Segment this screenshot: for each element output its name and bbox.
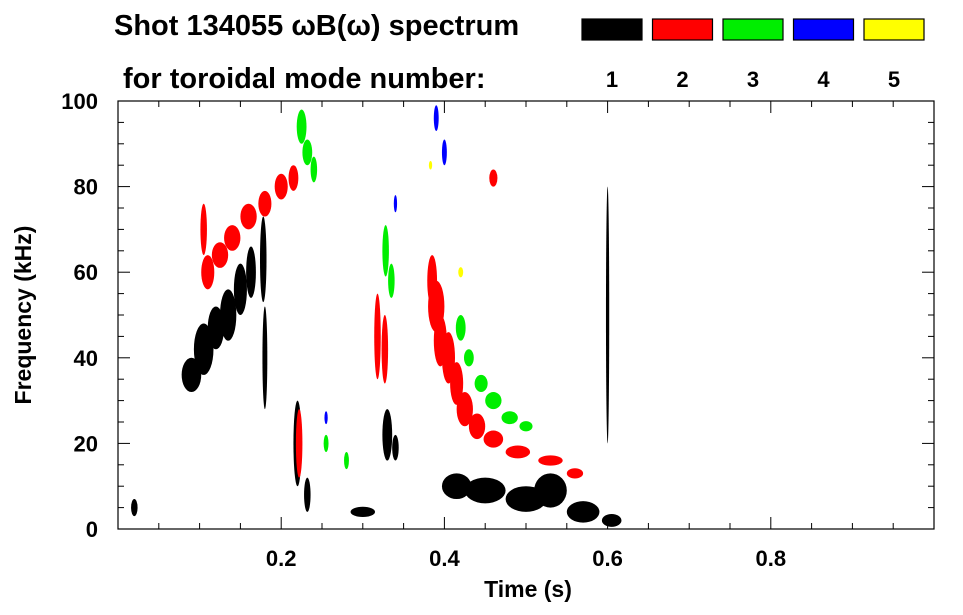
mode-4-point [324, 411, 328, 425]
mode-3-point [382, 225, 389, 277]
mode-2-point [538, 455, 563, 466]
y-axis-title: Frequency (kHz) [10, 226, 36, 405]
legend-label-mode-5: 5 [888, 67, 900, 92]
series-mode-2 [200, 165, 584, 479]
mode-2-point [288, 165, 299, 191]
x-tick-label: 0.4 [429, 546, 460, 571]
mode-1-point [605, 186, 610, 444]
y-tick-label: 0 [86, 517, 98, 542]
mode-3-point [388, 263, 395, 298]
mode-2-point [240, 203, 257, 230]
mode-3-point [310, 156, 318, 183]
mode-2-point [224, 225, 241, 251]
mode-3-point [463, 349, 474, 367]
mode-1-point [350, 506, 376, 518]
mode-1-point [262, 306, 268, 410]
plot-data [131, 105, 622, 527]
mode-1-point [233, 263, 247, 315]
mode-1-point [259, 216, 267, 303]
mode-4-point [393, 195, 398, 213]
mode-1-point [566, 501, 600, 523]
mode-3-point [474, 374, 488, 393]
mode-2-point [505, 445, 531, 459]
mode-2-point [450, 362, 464, 405]
legend-swatch-mode-1 [581, 18, 643, 41]
series-mode-5 [428, 160, 464, 278]
y-tick-label: 40 [74, 346, 98, 371]
mode-3-point [323, 434, 329, 452]
mode-2-point [374, 293, 381, 380]
mode-2-point [295, 409, 303, 478]
mode-1-point [246, 246, 256, 298]
legend-label-mode-2: 2 [676, 67, 688, 92]
mode-1-point [304, 477, 311, 512]
legend-swatch-mode-4 [792, 18, 855, 41]
mode-1-point [382, 409, 393, 461]
mode-1-point [601, 514, 622, 527]
legend-swatch-mode-5 [863, 18, 925, 41]
mode-2-point [274, 173, 288, 200]
chart-title-line2: for toroidal mode number: [123, 63, 486, 95]
mode-3-point [485, 392, 502, 410]
mode-2-point [468, 413, 486, 440]
chart-title-line1: Shot 134055 ωB(ω) spectrum [114, 10, 519, 42]
mode-2-point [211, 242, 229, 268]
mode-2-point [200, 203, 207, 256]
x-tick-label: 0.2 [266, 546, 297, 571]
mode-3-point [344, 451, 349, 470]
x-tick-label: 0.6 [592, 546, 623, 571]
mode-2-point [566, 468, 584, 479]
mode-2-point [201, 255, 215, 290]
legend-swatch-mode-3 [722, 18, 784, 41]
x-axis-title: Time (s) [484, 576, 572, 602]
mode-3-point [455, 315, 466, 341]
legend-label-mode-4: 4 [817, 67, 830, 92]
mode-5-point [458, 267, 464, 278]
series-mode-3 [296, 109, 533, 470]
x-tick-label: 0.8 [756, 546, 787, 571]
legend-label-mode-3: 3 [747, 67, 759, 92]
series-mode-4 [324, 105, 447, 425]
mode-2-point [258, 190, 272, 217]
mode-1-point [220, 289, 237, 341]
y-tick-label: 80 [74, 175, 98, 200]
mode-2-point [381, 315, 389, 384]
mode-1-point [207, 306, 225, 350]
mode-3-point [302, 139, 313, 166]
mode-3-point [296, 109, 307, 144]
mode-3-point [501, 411, 518, 425]
y-tick-label: 20 [74, 431, 98, 456]
legend-swatch-mode-2 [651, 18, 714, 41]
mode-4-point [441, 139, 447, 166]
mode-2-point [456, 392, 473, 427]
legend-label-mode-1: 1 [606, 67, 618, 92]
y-tick-label: 60 [74, 260, 98, 285]
mode-1-point [131, 499, 138, 517]
mode-2-point [483, 430, 504, 448]
mode-2-point [489, 169, 498, 187]
mode-1-point [534, 473, 567, 508]
y-tick-label: 100 [61, 89, 98, 114]
mode-1-point [392, 434, 399, 461]
mode-1-point [181, 357, 202, 393]
axis-ticks: 0.2 0.4 0.6 0.8 0 20 40 60 80 100 [61, 89, 934, 571]
mode-4-point [433, 105, 439, 131]
mode-1-point [441, 473, 472, 500]
legend: 1 2 3 4 5 [581, 18, 925, 92]
mode-3-point [519, 421, 533, 432]
mode-5-point [428, 160, 433, 170]
mode-1-point [464, 477, 506, 504]
